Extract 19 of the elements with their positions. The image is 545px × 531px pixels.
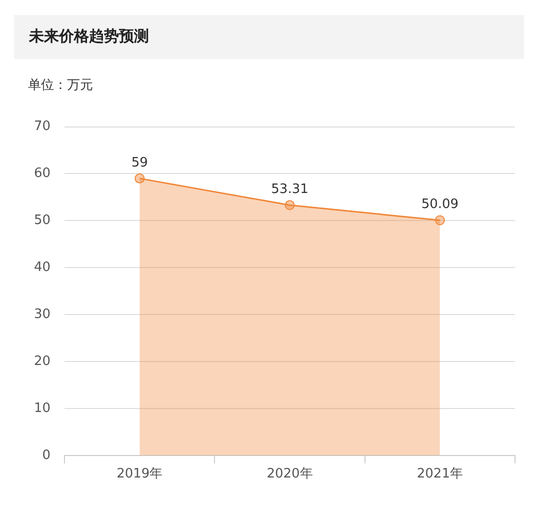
y-tick-label: 40 — [34, 260, 51, 276]
chart-title: 未来价格趋势预测 — [29, 27, 149, 46]
data-label: 53.31 — [271, 182, 308, 198]
y-tick-label: 10 — [34, 400, 51, 416]
data-label: 59 — [131, 155, 148, 170]
y-tick-label: 70 — [34, 119, 51, 134]
y-tick-label: 0 — [42, 448, 51, 463]
x-tick-label: 2020年 — [266, 466, 313, 482]
y-tick-label: 50 — [34, 213, 51, 228]
x-tick-label: 2019年 — [116, 466, 163, 482]
chart-subtitle: 单位：万元 — [28, 77, 93, 94]
data-label: 50.09 — [421, 197, 459, 212]
point — [434, 215, 445, 226]
y-tick-label: 20 — [34, 354, 51, 369]
x-tick-label: 2021年 — [416, 466, 463, 482]
y-tick-label: 60 — [34, 166, 51, 182]
point — [284, 200, 295, 210]
point — [134, 173, 145, 184]
y-tick-label: 30 — [34, 306, 51, 322]
